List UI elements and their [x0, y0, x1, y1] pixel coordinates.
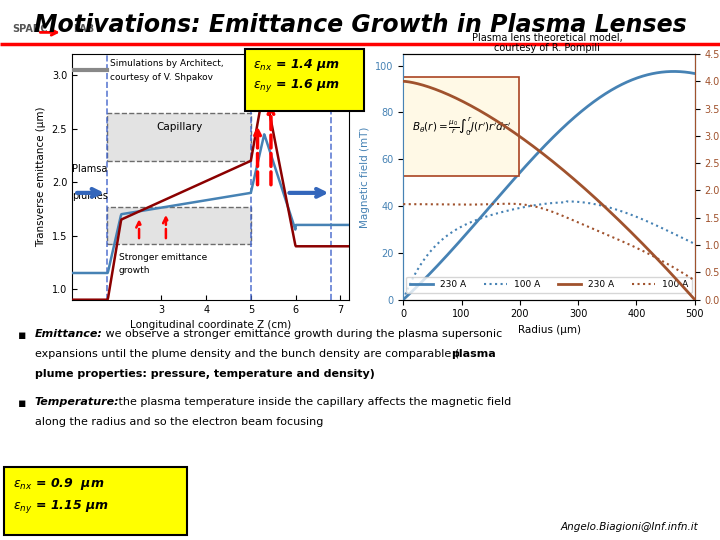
Text: Motivations: Emittance Growth in Plasma Lenses: Motivations: Emittance Growth in Plasma … [34, 14, 686, 37]
230 A [683, 288, 692, 295]
100 A [539, 201, 548, 207]
Text: growth: growth [119, 266, 150, 275]
100 A [399, 201, 408, 207]
230 A [684, 69, 693, 76]
Text: plumes: plumes [72, 191, 108, 201]
Bar [107, 207, 251, 244]
X-axis label: Longitudinal coordinate Z (cm): Longitudinal coordinate Z (cm) [130, 320, 291, 330]
Text: Capillary: Capillary [156, 122, 202, 132]
230 A [557, 165, 565, 172]
100 A [537, 201, 546, 207]
230 A [537, 150, 546, 156]
100 A [538, 205, 546, 212]
100 A [557, 212, 566, 219]
Text: $B_\theta(r) = \frac{\mu_0}{r}\int_0^r J(r^\prime)r^\prime dr^\prime$: $B_\theta(r) = \frac{\mu_0}{r}\int_0^r J… [412, 115, 511, 138]
Text: courtesy of V. Shpakov: courtesy of V. Shpakov [110, 73, 213, 82]
100 A [639, 216, 647, 222]
230 A [399, 296, 408, 303]
100 A [503, 200, 511, 207]
100 A [557, 199, 565, 206]
Text: LAB: LAB [73, 24, 94, 34]
230 A [572, 112, 581, 118]
Text: we observe a stronger emittance growth during the plasma supersonic: we observe a stronger emittance growth d… [102, 329, 502, 340]
230 A [572, 178, 581, 185]
100 A [573, 219, 582, 225]
100 A [684, 238, 693, 244]
230 A [690, 296, 699, 303]
Text: Emittance:: Emittance: [35, 329, 102, 340]
Legend: 230 A, 100 A, 230 A, 100 A: 230 A, 100 A, 230 A, 100 A [406, 276, 692, 293]
Line: 230 A: 230 A [403, 82, 695, 300]
100 A [639, 248, 647, 254]
Text: $\varepsilon_{ny}$ = 1.6 μm: $\varepsilon_{ny}$ = 1.6 μm [253, 77, 341, 94]
Text: plasma: plasma [451, 349, 495, 360]
Text: Simulations by Architect,: Simulations by Architect, [110, 59, 224, 69]
Line: 100 A: 100 A [403, 204, 695, 281]
230 A [638, 240, 647, 247]
Text: $\varepsilon_{nx}$ = 1.4 μm: $\varepsilon_{nx}$ = 1.4 μm [253, 57, 341, 73]
Y-axis label: Magnetic field (mT): Magnetic field (mT) [359, 126, 369, 227]
Y-axis label: Transverse emittance (μm): Transverse emittance (μm) [36, 106, 46, 247]
100 A [540, 206, 549, 212]
X-axis label: Radius (μm): Radius (μm) [518, 325, 580, 335]
Line: 230 A: 230 A [403, 71, 695, 300]
Text: $\varepsilon_{ny}$ = 1.15 μm: $\varepsilon_{ny}$ = 1.15 μm [13, 498, 109, 515]
230 A [539, 151, 548, 157]
Text: Plamsa: Plamsa [72, 164, 107, 174]
Text: the plasma temperature inside the capillary affects the magnetic field: the plasma temperature inside the capill… [115, 397, 511, 407]
Text: along the radius and so the electron beam focusing: along the radius and so the electron bea… [35, 417, 323, 427]
Bar [107, 113, 251, 161]
Line: 100 A: 100 A [403, 201, 695, 300]
Text: ▪: ▪ [18, 329, 27, 342]
Text: plume properties: pressure, temperature and density): plume properties: pressure, temperature … [35, 369, 374, 380]
230 A [399, 78, 408, 85]
100 A [684, 273, 693, 280]
230 A [690, 70, 699, 77]
FancyBboxPatch shape [403, 77, 519, 176]
Text: Angelo.Biagioni@Inf.infn.it: Angelo.Biagioni@Inf.infn.it [561, 522, 698, 532]
Text: Temperature:: Temperature: [35, 397, 120, 407]
230 A [539, 144, 548, 150]
100 A [690, 241, 699, 247]
100 A [562, 198, 571, 205]
230 A [537, 146, 546, 152]
230 A [638, 73, 647, 79]
Text: SPARC: SPARC [12, 24, 48, 34]
230 A [557, 126, 565, 133]
Text: $\varepsilon_{nx}$ = 0.9  μm: $\varepsilon_{nx}$ = 0.9 μm [13, 476, 104, 492]
Text: courtesy of R. Pompili: courtesy of R. Pompili [494, 43, 600, 53]
100 A [399, 296, 408, 303]
Text: ▪: ▪ [18, 397, 27, 410]
100 A [690, 278, 699, 284]
Text: Plasma lens theoretical model,: Plasma lens theoretical model, [472, 33, 623, 44]
Text: Stronger emittance: Stronger emittance [119, 253, 207, 262]
Text: expansions until the plume density and the bunch density are comparable (: expansions until the plume density and t… [35, 349, 459, 360]
230 A [670, 68, 678, 75]
100 A [573, 199, 582, 205]
